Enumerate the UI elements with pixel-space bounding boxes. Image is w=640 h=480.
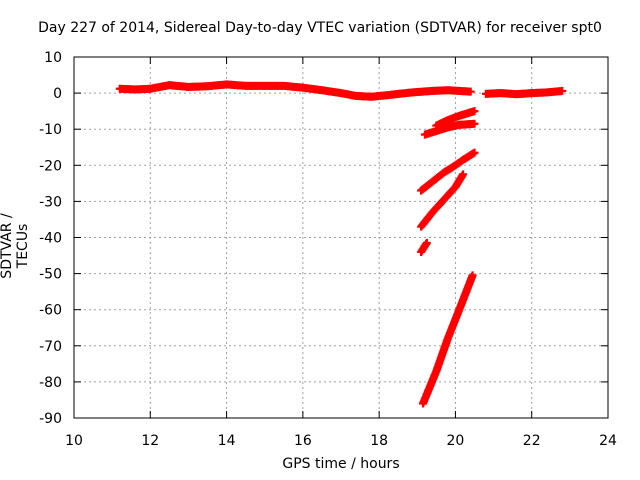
y-tick-label: -70 [39, 339, 62, 355]
series-4 [420, 119, 479, 139]
data-point [422, 238, 431, 247]
x-tick-label: 16 [294, 433, 312, 449]
series-7 [417, 238, 431, 256]
y-tick-label: -30 [39, 194, 62, 210]
y-tick-label: -60 [39, 303, 62, 319]
y-tick-label: -80 [39, 375, 62, 391]
x-tick-label: 12 [141, 433, 159, 449]
x-tick-label: 14 [218, 433, 236, 449]
series-6 [417, 170, 468, 231]
y-tick-label: 10 [44, 50, 62, 66]
x-tick-label: 10 [65, 433, 83, 449]
y-tick-label: -50 [39, 267, 62, 283]
data-series [115, 80, 567, 408]
data-point [468, 271, 477, 280]
data-point [459, 170, 468, 179]
data-point [470, 119, 479, 128]
data-point [470, 148, 479, 157]
series-5 [417, 148, 479, 195]
x-tick-label: 22 [523, 433, 541, 449]
y-tick-label: 0 [53, 86, 62, 102]
y-axis-label: SDTVAR / TECUs [0, 213, 31, 279]
data-point [470, 107, 479, 116]
y-axis-ticks: 10 0 -10 -20 -30 -40 -50 -60 -70 -80 -90 [39, 50, 608, 427]
y-tick-label: -40 [39, 231, 62, 247]
x-tick-label: 24 [599, 433, 617, 449]
x-tick-label: 20 [447, 433, 465, 449]
x-axis-ticks: 10 12 14 16 18 20 22 24 [65, 57, 617, 449]
y-tick-label: -90 [39, 411, 62, 427]
x-axis-label: GPS time / hours [282, 456, 400, 472]
y-tick-label: -20 [39, 158, 62, 174]
x-tick-label: 18 [370, 433, 388, 449]
series-8 [419, 271, 477, 408]
data-point [466, 87, 475, 96]
series-2 [481, 86, 567, 99]
chart-title: Day 227 of 2014, Sidereal Day-to-day VTE… [38, 20, 602, 36]
series-1 [115, 80, 475, 101]
grid-lines [74, 57, 608, 418]
data-point [558, 86, 567, 95]
y-tick-label: -10 [39, 122, 62, 138]
